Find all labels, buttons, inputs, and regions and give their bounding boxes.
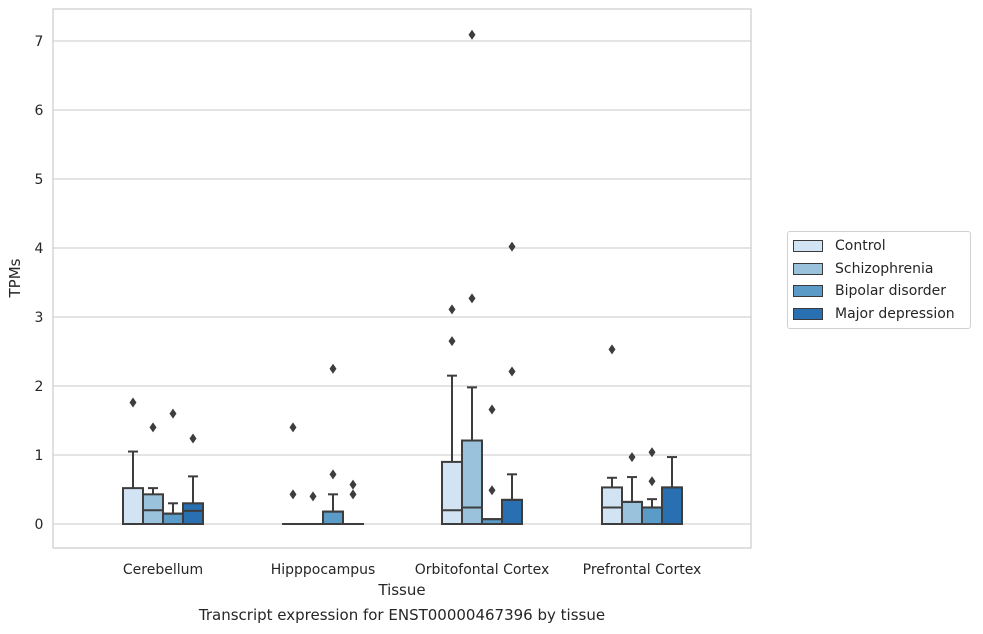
outlier-point bbox=[329, 469, 337, 480]
outlier-point bbox=[349, 489, 357, 500]
box-body bbox=[441, 460, 463, 525]
y-tick-label: 4 bbox=[35, 241, 44, 257]
outlier-point bbox=[488, 485, 496, 496]
box-2-1 bbox=[322, 363, 344, 525]
box-1-1 bbox=[302, 491, 324, 526]
box-3-0 bbox=[182, 433, 204, 525]
box-body bbox=[501, 498, 523, 526]
box-body bbox=[142, 493, 164, 525]
y-tick-label: 2 bbox=[35, 379, 44, 395]
legend-swatch bbox=[793, 307, 823, 320]
box-body bbox=[641, 506, 663, 526]
outlier-point bbox=[329, 363, 337, 374]
outlier-point bbox=[468, 293, 476, 304]
outlier-point bbox=[448, 336, 456, 347]
legend-label: Major depression bbox=[835, 305, 955, 322]
x-tick-label: Cerebellum bbox=[123, 562, 203, 578]
plot-area-frame bbox=[52, 8, 752, 549]
y-tick-label: 0 bbox=[35, 517, 44, 533]
outlier-point bbox=[289, 422, 297, 433]
outlier-point bbox=[189, 433, 197, 444]
outlier-point bbox=[648, 476, 656, 487]
outlier-point bbox=[149, 422, 157, 433]
outlier-point bbox=[289, 489, 297, 500]
legend-swatch bbox=[793, 262, 823, 275]
box-body bbox=[621, 500, 643, 526]
box-2-3 bbox=[641, 447, 663, 526]
outlier-point bbox=[448, 304, 456, 315]
box-3-1 bbox=[342, 479, 364, 526]
y-tick-label: 1 bbox=[35, 448, 44, 464]
y-gridlines bbox=[53, 40, 751, 525]
box-2-0 bbox=[162, 408, 184, 526]
box-3-2 bbox=[501, 241, 523, 526]
x-tick-labels: Cerebellum Hipppocampus Orbitofontal Corte… bbox=[123, 562, 701, 578]
legend-swatch bbox=[793, 240, 823, 253]
box-body bbox=[182, 502, 204, 525]
box-series bbox=[122, 29, 683, 526]
outlier-point bbox=[648, 447, 656, 458]
box-0-2 bbox=[441, 304, 463, 525]
outlier-point bbox=[129, 397, 137, 408]
outlier-point bbox=[309, 491, 317, 502]
box-body bbox=[162, 512, 184, 526]
box-0-0 bbox=[122, 397, 144, 525]
outlier-point bbox=[468, 29, 476, 40]
box-1-2 bbox=[461, 29, 483, 526]
box-1-3 bbox=[621, 452, 643, 526]
outlier-point bbox=[349, 479, 357, 490]
box-0-1 bbox=[282, 422, 304, 526]
y-tick-label: 5 bbox=[35, 172, 44, 188]
chart-legend: Control Schizophrenia Bipolar disorder Majo… bbox=[787, 231, 971, 329]
outlier-point bbox=[628, 452, 636, 463]
box-body bbox=[322, 510, 344, 525]
y-tick-label: 3 bbox=[35, 310, 44, 326]
x-tick-label: Hipppocampus bbox=[271, 562, 376, 578]
box-3-3 bbox=[661, 456, 683, 525]
legend-label: Control bbox=[835, 238, 886, 255]
outlier-point bbox=[169, 408, 177, 419]
outlier-point bbox=[488, 404, 496, 415]
outlier-point bbox=[508, 366, 516, 377]
outlier-point bbox=[608, 344, 616, 355]
legend-item: Schizophrenia bbox=[788, 258, 970, 281]
x-tick-label: Prefrontal Cortex bbox=[583, 562, 702, 578]
x-axis-label: Tissue bbox=[377, 581, 425, 599]
legend-item: Major depression bbox=[788, 303, 970, 326]
box-1-0 bbox=[142, 422, 164, 525]
x-tick-label: Orbitofontal Cortex bbox=[415, 562, 550, 578]
box-body bbox=[122, 487, 144, 525]
y-tick-labels: 0 1 2 3 4 5 6 7 bbox=[35, 34, 44, 533]
box-2-2 bbox=[481, 404, 503, 525]
y-axis-label: TPMs bbox=[6, 258, 24, 298]
y-tick-label: 6 bbox=[35, 103, 44, 119]
box-body bbox=[461, 439, 483, 526]
chart-caption: Transcript expression for ENST0000046739… bbox=[198, 606, 606, 624]
box-body bbox=[601, 486, 623, 525]
box-body bbox=[661, 486, 683, 525]
legend-label: Schizophrenia bbox=[835, 260, 934, 277]
outlier-point bbox=[508, 241, 516, 252]
legend-item: Control bbox=[788, 235, 970, 258]
y-tick-label: 7 bbox=[35, 34, 44, 50]
legend-swatch bbox=[793, 285, 823, 298]
legend-item: Bipolar disorder bbox=[788, 280, 970, 303]
legend-label: Bipolar disorder bbox=[835, 283, 947, 300]
box-0-3 bbox=[601, 344, 623, 525]
